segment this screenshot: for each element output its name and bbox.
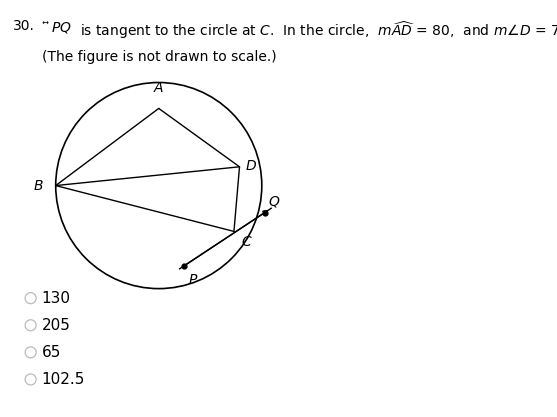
Text: 130: 130 bbox=[42, 291, 71, 306]
Text: 205: 205 bbox=[42, 318, 71, 333]
Text: P: P bbox=[189, 273, 197, 286]
Text: 102.5: 102.5 bbox=[42, 372, 85, 387]
Text: 65: 65 bbox=[42, 345, 61, 360]
Text: A: A bbox=[154, 81, 164, 95]
Text: D: D bbox=[246, 158, 257, 173]
Text: Q: Q bbox=[268, 195, 280, 209]
Text: B: B bbox=[33, 178, 43, 193]
Text: C: C bbox=[242, 235, 252, 249]
Text: 30.: 30. bbox=[13, 19, 35, 33]
Text: is tangent to the circle at $C$.  In the circle,  $m\widehat{AD}$ = 80,  and $m\: is tangent to the circle at $C$. In the … bbox=[80, 19, 557, 41]
Text: $\overleftrightarrow{PQ}$: $\overleftrightarrow{PQ}$ bbox=[42, 19, 72, 35]
Text: (The figure is not drawn to scale.): (The figure is not drawn to scale.) bbox=[42, 50, 277, 64]
